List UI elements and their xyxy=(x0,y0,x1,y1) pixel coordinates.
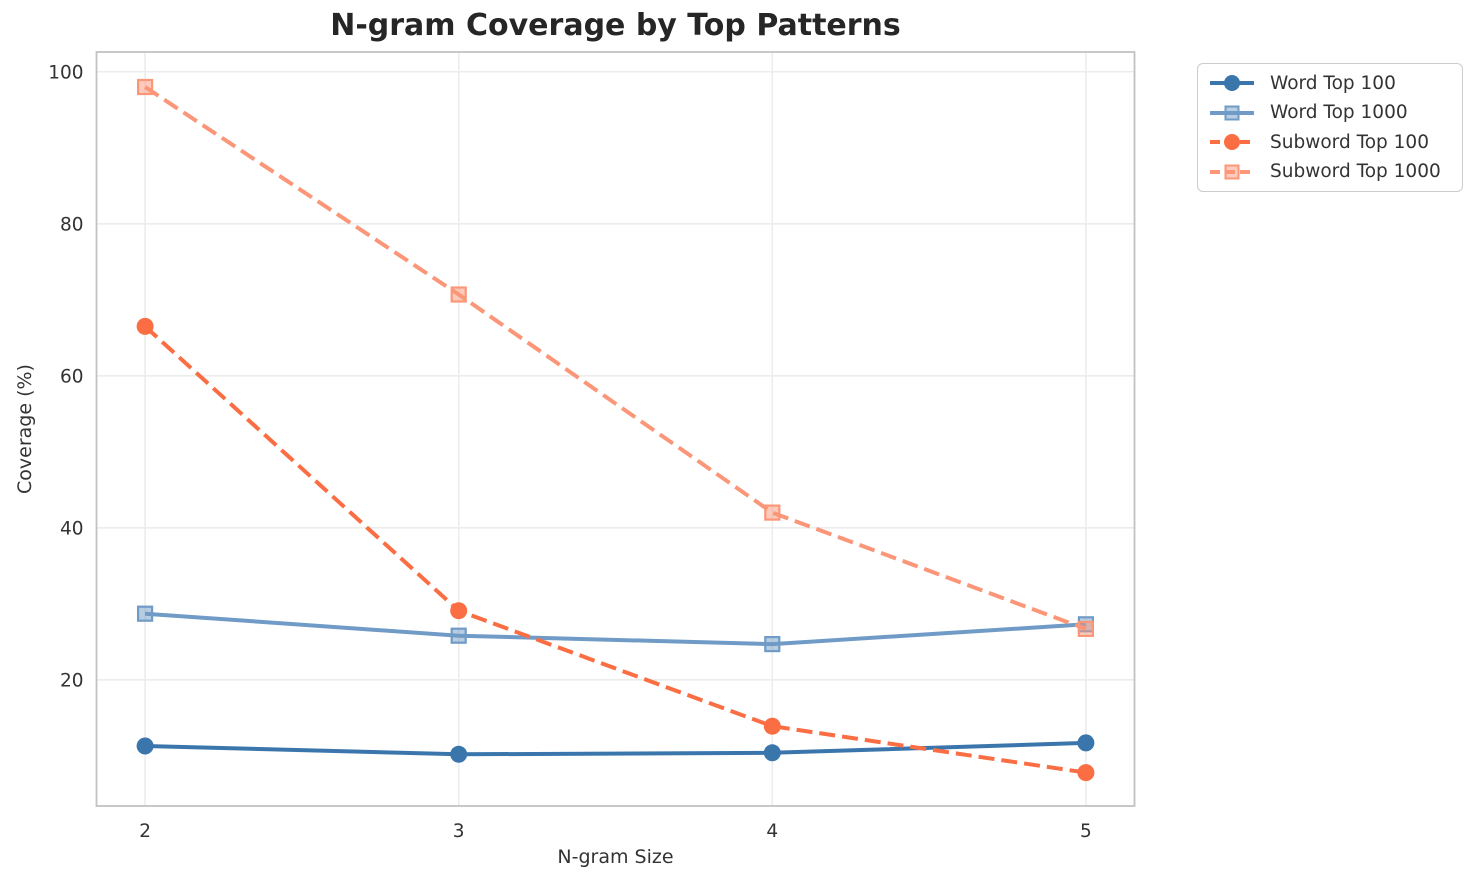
marker-word-top-1000-x3 xyxy=(450,627,467,644)
legend-sample-subword-top-100 xyxy=(1210,134,1254,151)
legend-label: Word Top 100 xyxy=(1270,72,1396,94)
legend-label: Subword Top 100 xyxy=(1270,131,1429,153)
marker-subword-top-100-x2 xyxy=(136,317,154,335)
legend-item-word-top-1000: Word Top 1000 xyxy=(1208,99,1454,127)
marker-word-top-100-x5 xyxy=(1077,734,1095,752)
legend-sample-word-top-1000 xyxy=(1210,105,1254,121)
marker-subword-top-1000-x5 xyxy=(1077,620,1095,638)
y-tick-label-80: 80 xyxy=(60,214,84,235)
marker-word-top-100-x3 xyxy=(450,745,468,763)
y-tick-label-60: 60 xyxy=(60,366,84,387)
x-tick-label-5: 5 xyxy=(1080,821,1092,842)
x-tick-label-4: 4 xyxy=(766,821,778,842)
legend-item-subword-top-1000: Subword Top 1000 xyxy=(1208,158,1454,186)
legend-item-word-top-100: Word Top 100 xyxy=(1208,69,1454,97)
x-tick-label-2: 2 xyxy=(139,821,151,842)
x-axis-label: N-gram Size xyxy=(557,846,674,868)
y-tick-label-40: 40 xyxy=(60,518,84,539)
marker-subword-top-100-x5 xyxy=(1077,764,1095,782)
chart-title: N-gram Coverage by Top Patterns xyxy=(330,8,901,43)
y-tick-label-20: 20 xyxy=(60,670,84,691)
x-tick-label-3: 3 xyxy=(453,821,465,842)
legend-label: Subword Top 1000 xyxy=(1270,161,1441,183)
series-line-subword-top-1000 xyxy=(143,85,1087,631)
y-axis-label: Coverage (%) xyxy=(14,364,36,494)
marker-subword-top-1000-x3 xyxy=(450,286,467,303)
series-line-word-top-1000 xyxy=(144,611,1087,647)
legend-sample-word-top-100 xyxy=(1210,75,1254,92)
series-line-subword-top-100 xyxy=(143,324,1087,775)
marker-subword-top-100-x4 xyxy=(763,717,781,735)
marker-word-top-1000-x2 xyxy=(137,605,154,622)
marker-word-top-1000-x4 xyxy=(764,635,781,653)
marker-subword-top-1000-x2 xyxy=(137,78,154,96)
legend: Word Top 100 Word Top 1000 Subword Top 100… xyxy=(1197,63,1463,192)
legend-label: Word Top 1000 xyxy=(1270,102,1408,124)
series-line-word-top-100 xyxy=(145,740,1086,757)
marker-word-top-100-x2 xyxy=(136,737,154,755)
marker-subword-top-1000-x4 xyxy=(764,504,781,521)
plot-border xyxy=(95,51,1136,807)
legend-item-subword-top-100: Subword Top 100 xyxy=(1208,128,1454,156)
y-tick-label-100: 100 xyxy=(48,62,83,83)
legend-sample-subword-top-1000 xyxy=(1210,164,1254,180)
marker-subword-top-100-x3 xyxy=(450,602,468,620)
marker-word-top-100-x4 xyxy=(763,744,781,762)
